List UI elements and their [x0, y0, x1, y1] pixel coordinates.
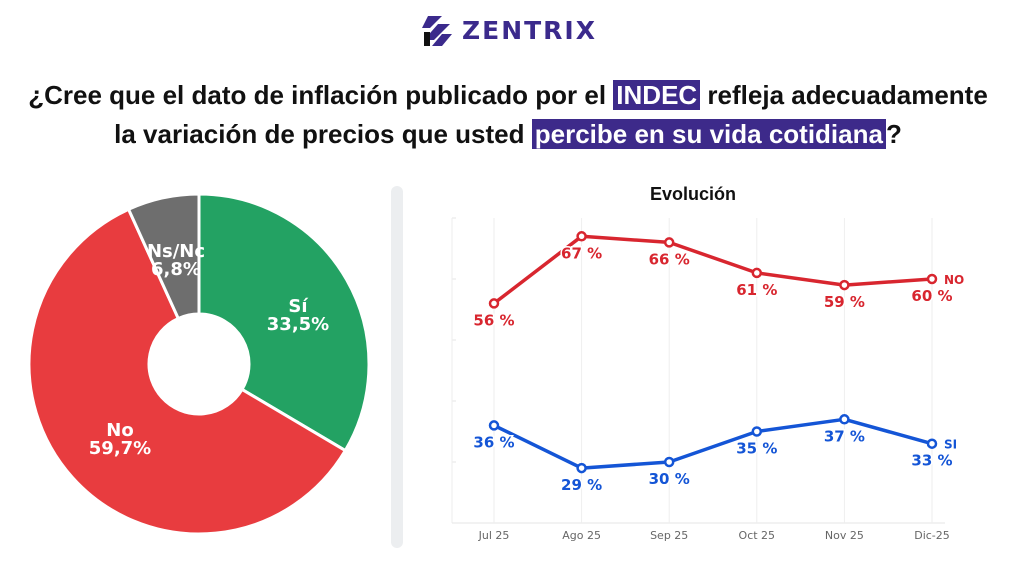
- question-title: ¿Cree que el dato de inflación publicado…: [0, 76, 1016, 154]
- data-label: 66 %: [649, 250, 690, 268]
- series-line-no: [492, 234, 933, 305]
- data-point: [926, 438, 938, 449]
- pie-slice-s: [197, 192, 371, 453]
- series-line-si: [493, 417, 933, 470]
- x-tick-label: Oct 25: [739, 529, 776, 542]
- data-label: 37 %: [824, 427, 865, 445]
- brand-logo: ZENTRIX: [420, 12, 597, 48]
- zentrix-logo-icon: [422, 16, 452, 46]
- series-name-label: NO: [944, 273, 964, 287]
- slice-label: No: [106, 420, 133, 441]
- data-label: 61 %: [736, 281, 777, 299]
- data-point: [576, 462, 587, 474]
- slice-label: Sí: [288, 296, 308, 317]
- data-point: [839, 414, 850, 425]
- title-text: ?: [885, 119, 902, 149]
- slice-value: 6,8%: [151, 259, 201, 280]
- data-point: [576, 231, 587, 242]
- data-label: 36 %: [473, 433, 514, 451]
- series-name-label: SI: [944, 438, 957, 452]
- x-tick-label: Jul 25: [478, 529, 510, 542]
- data-point: [926, 273, 938, 285]
- x-tick-label: Ago 25: [562, 529, 601, 542]
- pie-slice-no: [27, 207, 347, 536]
- brand-name: ZENTRIX: [462, 15, 598, 45]
- data-label: 60 %: [911, 287, 952, 305]
- data-point: [751, 267, 763, 279]
- data-point: [488, 298, 500, 309]
- data-point: [663, 456, 675, 468]
- panel-divider: [391, 186, 403, 548]
- data-point: [488, 420, 500, 431]
- slice-label: Ns/Nc: [147, 241, 205, 262]
- data-point: [663, 237, 675, 248]
- title-highlight: percibe en su vida cotidiana: [531, 119, 886, 149]
- data-point: [751, 426, 763, 437]
- data-label: 59 %: [824, 293, 865, 311]
- x-tick-label: Dic-25: [914, 529, 950, 542]
- x-tick-label: Sep 25: [650, 529, 688, 542]
- title-highlight: INDEC: [613, 80, 701, 110]
- data-label: 56 %: [473, 311, 514, 329]
- title-text: refleja adecuadamente: [700, 80, 988, 110]
- chart-title: Evolución: [650, 184, 736, 204]
- data-label: 35 %: [736, 440, 777, 458]
- title-text: ¿Cree que el dato de inflación publicado…: [28, 80, 614, 110]
- slice-value: 33,5%: [267, 314, 329, 335]
- data-label: 67 %: [561, 244, 602, 262]
- x-tick-label: Nov 25: [825, 529, 864, 542]
- data-point: [839, 279, 850, 291]
- data-label: 29 %: [561, 476, 602, 494]
- title-text: la variación de precios que usted: [114, 119, 532, 149]
- data-label: 33 %: [911, 452, 952, 470]
- data-label: 30 %: [649, 470, 690, 488]
- pie-slice-nsnc: [127, 192, 201, 320]
- slice-value: 59,7%: [89, 438, 151, 459]
